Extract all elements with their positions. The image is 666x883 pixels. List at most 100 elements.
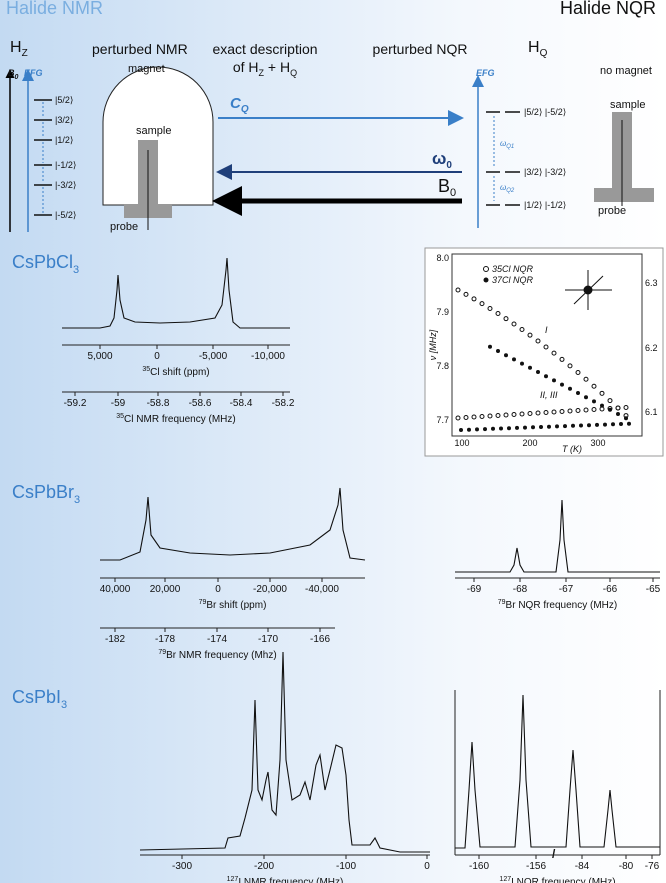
perturbed-nmr: perturbed NMR <box>92 41 188 57</box>
sample-right-label: sample <box>610 99 645 111</box>
level-label: |5/2⟩ |-5/2⟩ <box>524 107 566 117</box>
inset-point <box>603 422 607 427</box>
header-right: Halide NQR <box>560 0 656 18</box>
inset-point <box>495 311 501 316</box>
compound: CsPbCl3 <box>12 252 79 276</box>
label-sup: 79 <box>498 599 506 606</box>
inset-point <box>455 287 461 293</box>
label-sup: 35 <box>116 413 124 420</box>
level-label: |-5/2⟩ <box>55 210 76 220</box>
inset-point <box>583 407 589 413</box>
inset-ytick: 7.8 <box>436 361 449 371</box>
exact-desc-2: of HZ + HQ <box>233 59 297 78</box>
branch-label: I <box>545 325 548 335</box>
inset-point <box>527 332 533 338</box>
compound: CsPbI3 <box>12 687 67 711</box>
inset-ytick: 7.7 <box>436 415 449 425</box>
inset-point <box>463 291 469 297</box>
label-sup: 79 <box>158 649 166 656</box>
b0-big-label: B0 <box>438 176 456 199</box>
inset-point <box>611 422 615 427</box>
inset-point <box>471 414 477 420</box>
inset-point <box>495 413 501 418</box>
inset-point <box>504 353 508 358</box>
inset-point <box>483 427 487 432</box>
inset-point <box>623 405 629 410</box>
tick-label: -65 <box>646 584 661 595</box>
magnet-outline <box>102 66 214 206</box>
inset-point <box>528 365 532 370</box>
levels-right: |5/2⟩ |-5/2⟩ |3/2⟩ |-3/2⟩ |1/2⟩ |-1/2⟩ <box>486 107 566 210</box>
inset-point <box>543 344 549 350</box>
inset-point <box>459 428 463 432</box>
axis-label: 79Br NMR frequency (Mhz) <box>158 649 276 661</box>
legend-marker <box>483 277 489 283</box>
tick-label: -66 <box>603 584 618 595</box>
inset-xtick: 300 <box>590 438 605 448</box>
hz: HZ <box>10 39 28 59</box>
inset-point <box>584 395 588 400</box>
tick-label: -156 <box>526 861 546 872</box>
br-nqr-spectrum <box>455 499 660 573</box>
efg-right-label: EFG <box>476 68 495 78</box>
tick-label: -69 <box>467 584 482 595</box>
inset-point <box>551 409 557 415</box>
inset-point <box>479 301 485 307</box>
inset-point <box>503 316 509 322</box>
tick-label: -58.6 <box>189 398 212 409</box>
i-nmr-spectrum <box>139 651 430 853</box>
br-nmr-spectrum <box>100 487 366 561</box>
tick-label: -174 <box>207 634 227 645</box>
inset-ytick: 8.0 <box>436 253 449 263</box>
tick-label: -67 <box>559 584 574 595</box>
cl-geometry <box>565 270 612 310</box>
tick-label: 5,000 <box>87 351 112 362</box>
inset-point <box>471 296 477 302</box>
axis-break: / <box>552 847 556 861</box>
inset-point <box>567 363 573 369</box>
inset-point <box>523 425 527 430</box>
inset-xlabel: T (K) <box>562 444 582 454</box>
tick-label: 20,000 <box>150 584 181 595</box>
inset-point <box>491 426 495 431</box>
inset-point <box>487 413 493 419</box>
inset-point <box>560 382 564 387</box>
hq: HQ <box>528 39 548 59</box>
branch-label: II, III <box>540 390 558 400</box>
label-main: Br shift (ppm) <box>206 600 266 611</box>
label-main: Cl NMR frequency (MHz) <box>124 414 236 425</box>
label-sup: 127 <box>499 876 511 883</box>
magnet-label: magnet <box>128 63 165 75</box>
label-main: I NQR frequency (MHz) <box>511 877 615 883</box>
probe-right-base <box>594 188 654 202</box>
exact-desc-1: exact description <box>212 41 317 57</box>
inset-point <box>488 344 492 349</box>
inset-point <box>467 427 471 432</box>
inset-point <box>559 409 565 414</box>
axis-label: 127I NQR frequency (MHz) <box>499 876 615 883</box>
label-sup: 127 <box>227 876 239 883</box>
label-main: Br NMR frequency (Mhz) <box>166 650 277 661</box>
inset-point <box>479 414 485 419</box>
tick-label: -58.2 <box>272 398 295 409</box>
axis-label: 79Br NQR frequency (MHz) <box>498 599 617 611</box>
tick-label: -68 <box>513 584 528 595</box>
inset-point <box>511 321 517 327</box>
tick-label: -182 <box>105 634 125 645</box>
inset-point <box>583 376 589 382</box>
inset-point <box>543 410 549 415</box>
inset-point <box>563 424 567 429</box>
tick-label: -58.8 <box>147 398 170 409</box>
inset-point <box>575 370 581 375</box>
level-label: |-1/2⟩ <box>55 160 76 170</box>
inset-point <box>455 415 461 421</box>
cq-label: CQ <box>230 95 249 115</box>
inset-point <box>515 425 519 430</box>
tick-label: -160 <box>469 861 489 872</box>
inset-point <box>547 424 551 429</box>
inset-point <box>503 412 509 418</box>
axis-label: 127I NMR frequency (MHz) <box>227 876 344 883</box>
tick-label: -166 <box>310 634 330 645</box>
inset-y2tick: 6.1 <box>645 407 658 417</box>
